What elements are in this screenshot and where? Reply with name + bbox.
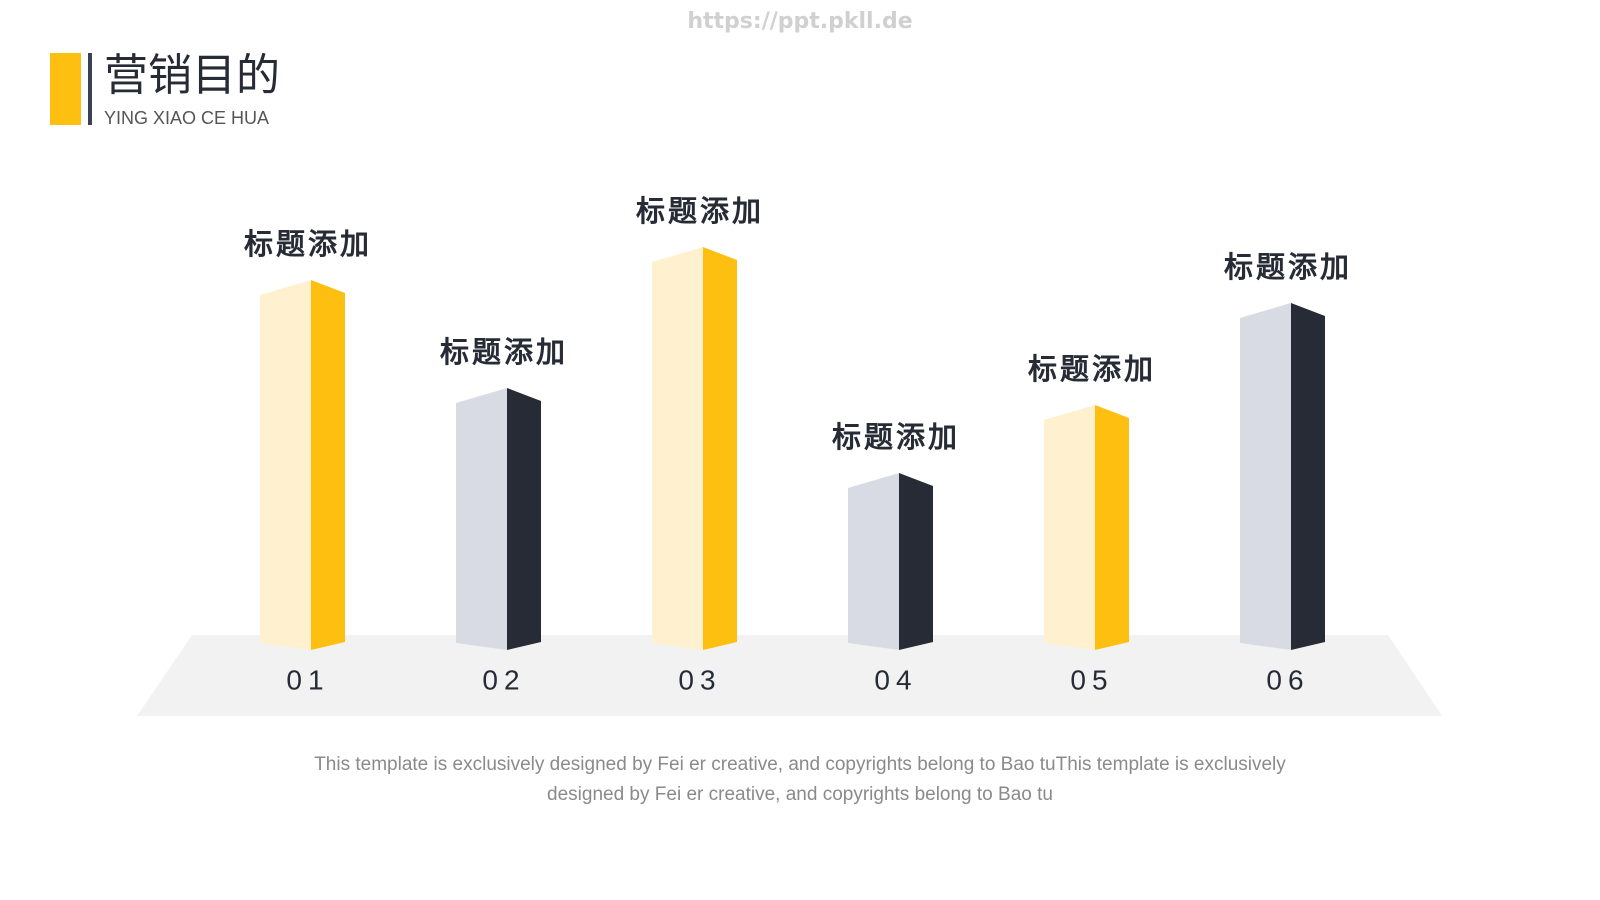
slide-title: 营销目的 xyxy=(104,50,280,101)
bar-label: 标题添加 xyxy=(1028,352,1156,386)
bar-label: 标题添加 xyxy=(832,420,960,454)
bar-label: 标题添加 xyxy=(440,335,568,369)
bar-front xyxy=(848,473,899,650)
bar-side xyxy=(1291,303,1325,650)
bar-front xyxy=(652,247,703,650)
bar-front xyxy=(456,388,507,650)
bar-front xyxy=(260,280,311,650)
bar-label: 标题添加 xyxy=(1224,250,1352,284)
bar-label: 标题添加 xyxy=(244,227,372,261)
category-label: 06 xyxy=(1266,664,1309,695)
title-accent xyxy=(50,53,81,125)
slide-subtitle: YING XIAO CE HUA xyxy=(104,108,269,128)
category-label: 03 xyxy=(678,664,721,695)
watermark: https://ppt.pkll.de xyxy=(687,9,912,34)
bar-side xyxy=(507,388,541,650)
category-label: 05 xyxy=(1070,664,1113,695)
bar-side xyxy=(311,280,345,650)
title-divider xyxy=(88,53,92,125)
category-label: 04 xyxy=(874,664,917,695)
bar-side xyxy=(1095,405,1129,650)
category-label: 02 xyxy=(482,664,525,695)
bar-front xyxy=(1240,303,1291,650)
bar-front xyxy=(1044,405,1095,650)
category-label: 01 xyxy=(286,664,329,695)
bar-label: 标题添加 xyxy=(636,194,764,228)
bar-side xyxy=(899,473,933,650)
footer-text: This template is exclusively designed by… xyxy=(314,754,1286,805)
bar-side xyxy=(703,247,737,650)
floor xyxy=(137,635,1442,716)
